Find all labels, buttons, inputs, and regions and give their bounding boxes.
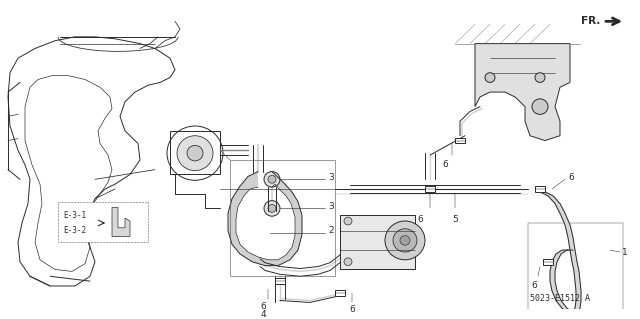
- Text: 6: 6: [349, 305, 355, 314]
- Bar: [335, 290, 345, 296]
- Circle shape: [187, 145, 203, 161]
- Text: E-3-2: E-3-2: [63, 226, 86, 235]
- Circle shape: [385, 221, 425, 260]
- Text: FR.: FR.: [580, 16, 600, 26]
- Bar: [425, 186, 435, 192]
- Text: 5023-E1512 A: 5023-E1512 A: [530, 294, 590, 303]
- Text: E-3-1: E-3-1: [63, 211, 86, 220]
- Circle shape: [532, 99, 548, 115]
- Circle shape: [400, 235, 410, 245]
- Text: 5: 5: [452, 215, 458, 224]
- Text: 4: 4: [260, 310, 266, 319]
- Circle shape: [264, 172, 280, 187]
- Circle shape: [344, 217, 352, 225]
- Text: 6: 6: [260, 302, 266, 311]
- Circle shape: [344, 258, 352, 266]
- Text: 2: 2: [328, 226, 333, 235]
- Circle shape: [268, 175, 276, 183]
- Bar: [543, 259, 553, 265]
- Text: 6: 6: [442, 160, 448, 169]
- Bar: [340, 215, 415, 269]
- Bar: [275, 278, 285, 284]
- Text: 3: 3: [328, 202, 333, 211]
- Circle shape: [268, 204, 276, 212]
- Polygon shape: [475, 44, 570, 141]
- Bar: [455, 138, 465, 144]
- Bar: [170, 131, 220, 174]
- Text: 6: 6: [417, 215, 423, 224]
- Polygon shape: [112, 207, 130, 236]
- Circle shape: [535, 73, 545, 82]
- Bar: [535, 186, 545, 192]
- Circle shape: [177, 136, 213, 171]
- Text: 6: 6: [531, 281, 537, 290]
- Circle shape: [485, 73, 495, 82]
- Bar: [58, 202, 148, 242]
- Text: 6: 6: [568, 173, 573, 182]
- Text: 3: 3: [328, 173, 333, 182]
- Polygon shape: [540, 192, 581, 312]
- Polygon shape: [228, 172, 302, 266]
- Bar: [230, 160, 335, 276]
- Text: 1: 1: [622, 248, 628, 256]
- Circle shape: [264, 201, 280, 216]
- Circle shape: [393, 229, 417, 252]
- Bar: [528, 223, 623, 319]
